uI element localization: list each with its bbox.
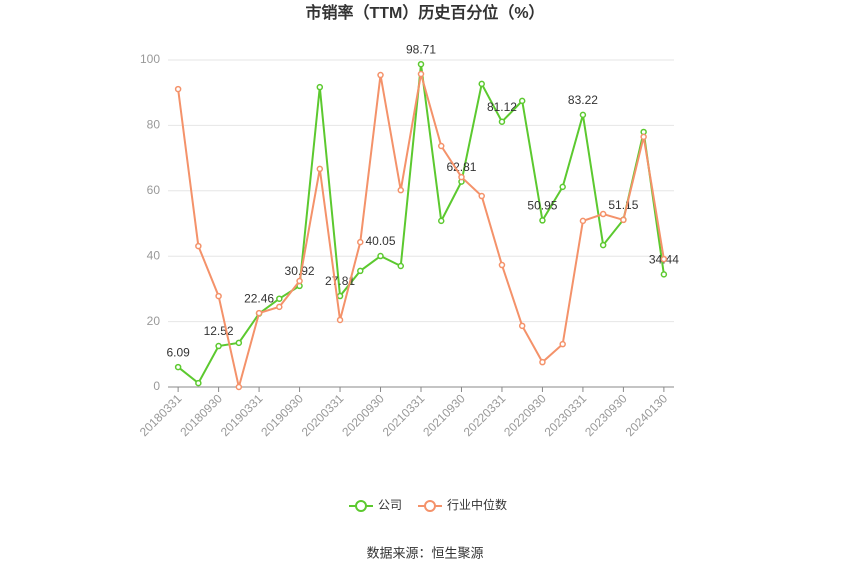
series-line [177, 73, 665, 388]
y-tick-label: 0 [153, 379, 160, 393]
point [458, 173, 465, 181]
point [397, 262, 405, 270]
x-tick-label: 20230331 [542, 391, 590, 439]
point [357, 267, 364, 275]
x-tick-label: 20190930 [258, 391, 306, 439]
point [336, 292, 344, 300]
legend-label: 公司 [378, 498, 402, 512]
point [539, 217, 546, 224]
x-tick-label: 20210930 [420, 391, 468, 439]
point [660, 255, 668, 263]
point [660, 271, 668, 278]
data-label: 30.92 [285, 264, 315, 278]
point [377, 71, 384, 79]
point [478, 192, 485, 200]
x-tick-label: 20220331 [461, 391, 509, 439]
point [559, 340, 566, 348]
point [579, 111, 587, 119]
point [215, 342, 222, 350]
data-label: 98.71 [406, 42, 436, 56]
point [316, 165, 324, 173]
point [357, 238, 364, 246]
data-label: 22.46 [244, 292, 274, 306]
source: 数据来源：恒生聚源 [366, 545, 483, 560]
point [336, 316, 344, 324]
point [235, 339, 243, 347]
point [195, 379, 202, 387]
x-tick-label: 20200331 [299, 391, 347, 439]
point [276, 303, 283, 311]
point [599, 241, 607, 249]
point [478, 80, 485, 88]
legend-marker [424, 500, 436, 512]
x-tick-label: 20200930 [339, 391, 387, 439]
point [397, 186, 405, 194]
point [417, 70, 425, 78]
point [437, 142, 445, 150]
data-label: 50.95 [527, 199, 557, 213]
series-line [177, 64, 665, 385]
data-label: 40.05 [366, 234, 396, 248]
data-label: 83.22 [568, 93, 598, 107]
x-tick-label: 20190331 [218, 391, 266, 439]
x-tick-label: 20210331 [380, 391, 428, 439]
point [579, 217, 587, 225]
y-tick-label: 80 [147, 118, 161, 132]
point [235, 383, 243, 391]
point [518, 97, 526, 105]
x-tick-label: 20230930 [582, 391, 630, 439]
x-tick-label: 20240130 [623, 391, 671, 439]
point [215, 292, 222, 300]
y-tick-label: 20 [147, 314, 161, 328]
x-tick-label: 20180930 [177, 391, 225, 439]
x-tick-label: 20220930 [501, 391, 549, 439]
point [437, 217, 445, 225]
x-tick-label: 20180331 [137, 391, 185, 439]
point [559, 183, 566, 191]
point [640, 133, 647, 141]
data-label: 12.52 [204, 324, 234, 338]
data-label: 51.15 [608, 198, 638, 212]
data-label: 6.09 [166, 345, 190, 359]
point [539, 358, 546, 366]
point [296, 277, 303, 285]
point [174, 363, 182, 371]
point [620, 216, 627, 224]
point [518, 322, 526, 330]
y-tick-label: 60 [147, 183, 161, 197]
point [316, 83, 324, 91]
chart-title: 市销率（TTM）历史百分位（%） [305, 3, 544, 22]
legend-label: 行业中位数 [447, 497, 507, 512]
data-label: 27.81 [325, 274, 355, 288]
point [417, 60, 425, 68]
point [255, 309, 263, 317]
y-tick-label: 40 [147, 248, 161, 262]
point [276, 295, 283, 302]
point [498, 118, 506, 125]
y-tick-label: 100 [140, 52, 160, 66]
point [599, 210, 607, 218]
point [377, 252, 384, 260]
legend-marker [355, 500, 367, 512]
data-label: 62.81 [446, 160, 476, 174]
point [195, 242, 202, 250]
point [174, 85, 182, 93]
point [498, 261, 506, 269]
data-label: 81.12 [487, 100, 517, 114]
